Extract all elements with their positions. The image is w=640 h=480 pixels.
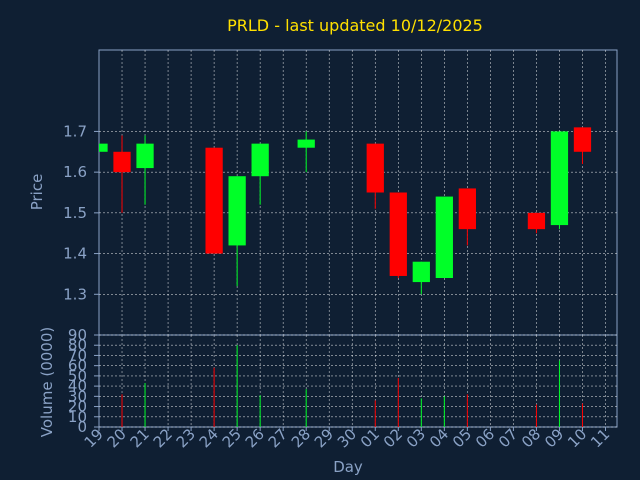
price-y-axis-label: Price [28, 174, 46, 211]
candle-body [205, 147, 223, 254]
candle-body [389, 192, 407, 276]
volume-y-axis-label: Volume (0000) [38, 327, 56, 437]
volume-plot-frame [98, 334, 618, 428]
candle-body [458, 188, 476, 230]
x-axis-ticks: 1920212223242526272829300102030405060708… [81, 425, 614, 451]
candle-body [113, 151, 131, 173]
volume-y-tick-label: 10 [68, 408, 87, 426]
volume-y-tick-label: 80 [68, 336, 87, 354]
price-y-ticks: 1.3 1.4 1.5 1.6 1.7 [63, 122, 99, 303]
candle-body [435, 196, 453, 278]
candle-body [573, 127, 592, 152]
price-y-tick-label: 1.6 [63, 163, 87, 181]
volume-y-tick-label: 70 [68, 346, 87, 364]
price-y-tick-label: 1.7 [63, 122, 87, 140]
volume-y-tick-label: 50 [68, 367, 87, 385]
volume-y-tick-label: 40 [68, 377, 87, 395]
candle-body [366, 143, 384, 193]
candle-body [550, 131, 569, 226]
candle-body [99, 143, 108, 152]
candle-body [297, 139, 315, 148]
volume-bars [121, 345, 583, 427]
price-y-tick-label: 1.3 [63, 285, 87, 303]
volume-y-tick-label: 60 [68, 357, 87, 375]
volume-y-tick-label: 0 [77, 418, 87, 436]
volume-y-tick-label: 30 [68, 387, 87, 405]
candle-body [136, 143, 154, 169]
price-y-tick-label: 1.4 [63, 245, 87, 263]
candle-body [228, 176, 246, 246]
x-axis-label: Day [333, 458, 363, 476]
chart-title: PRLD - last updated 10/12/2025 [227, 16, 483, 35]
candles [99, 127, 592, 295]
price-grid [99, 50, 617, 335]
volume-y-tick-label: 90 [68, 326, 87, 344]
candle-body [251, 143, 269, 177]
candle-body [412, 261, 430, 283]
candle-body [527, 212, 546, 230]
volume-y-tick-label: 20 [68, 398, 87, 416]
price-y-tick-label: 1.5 [63, 204, 87, 222]
price-panel: 1.3 1.4 1.5 1.6 1.7 Price [28, 49, 618, 336]
